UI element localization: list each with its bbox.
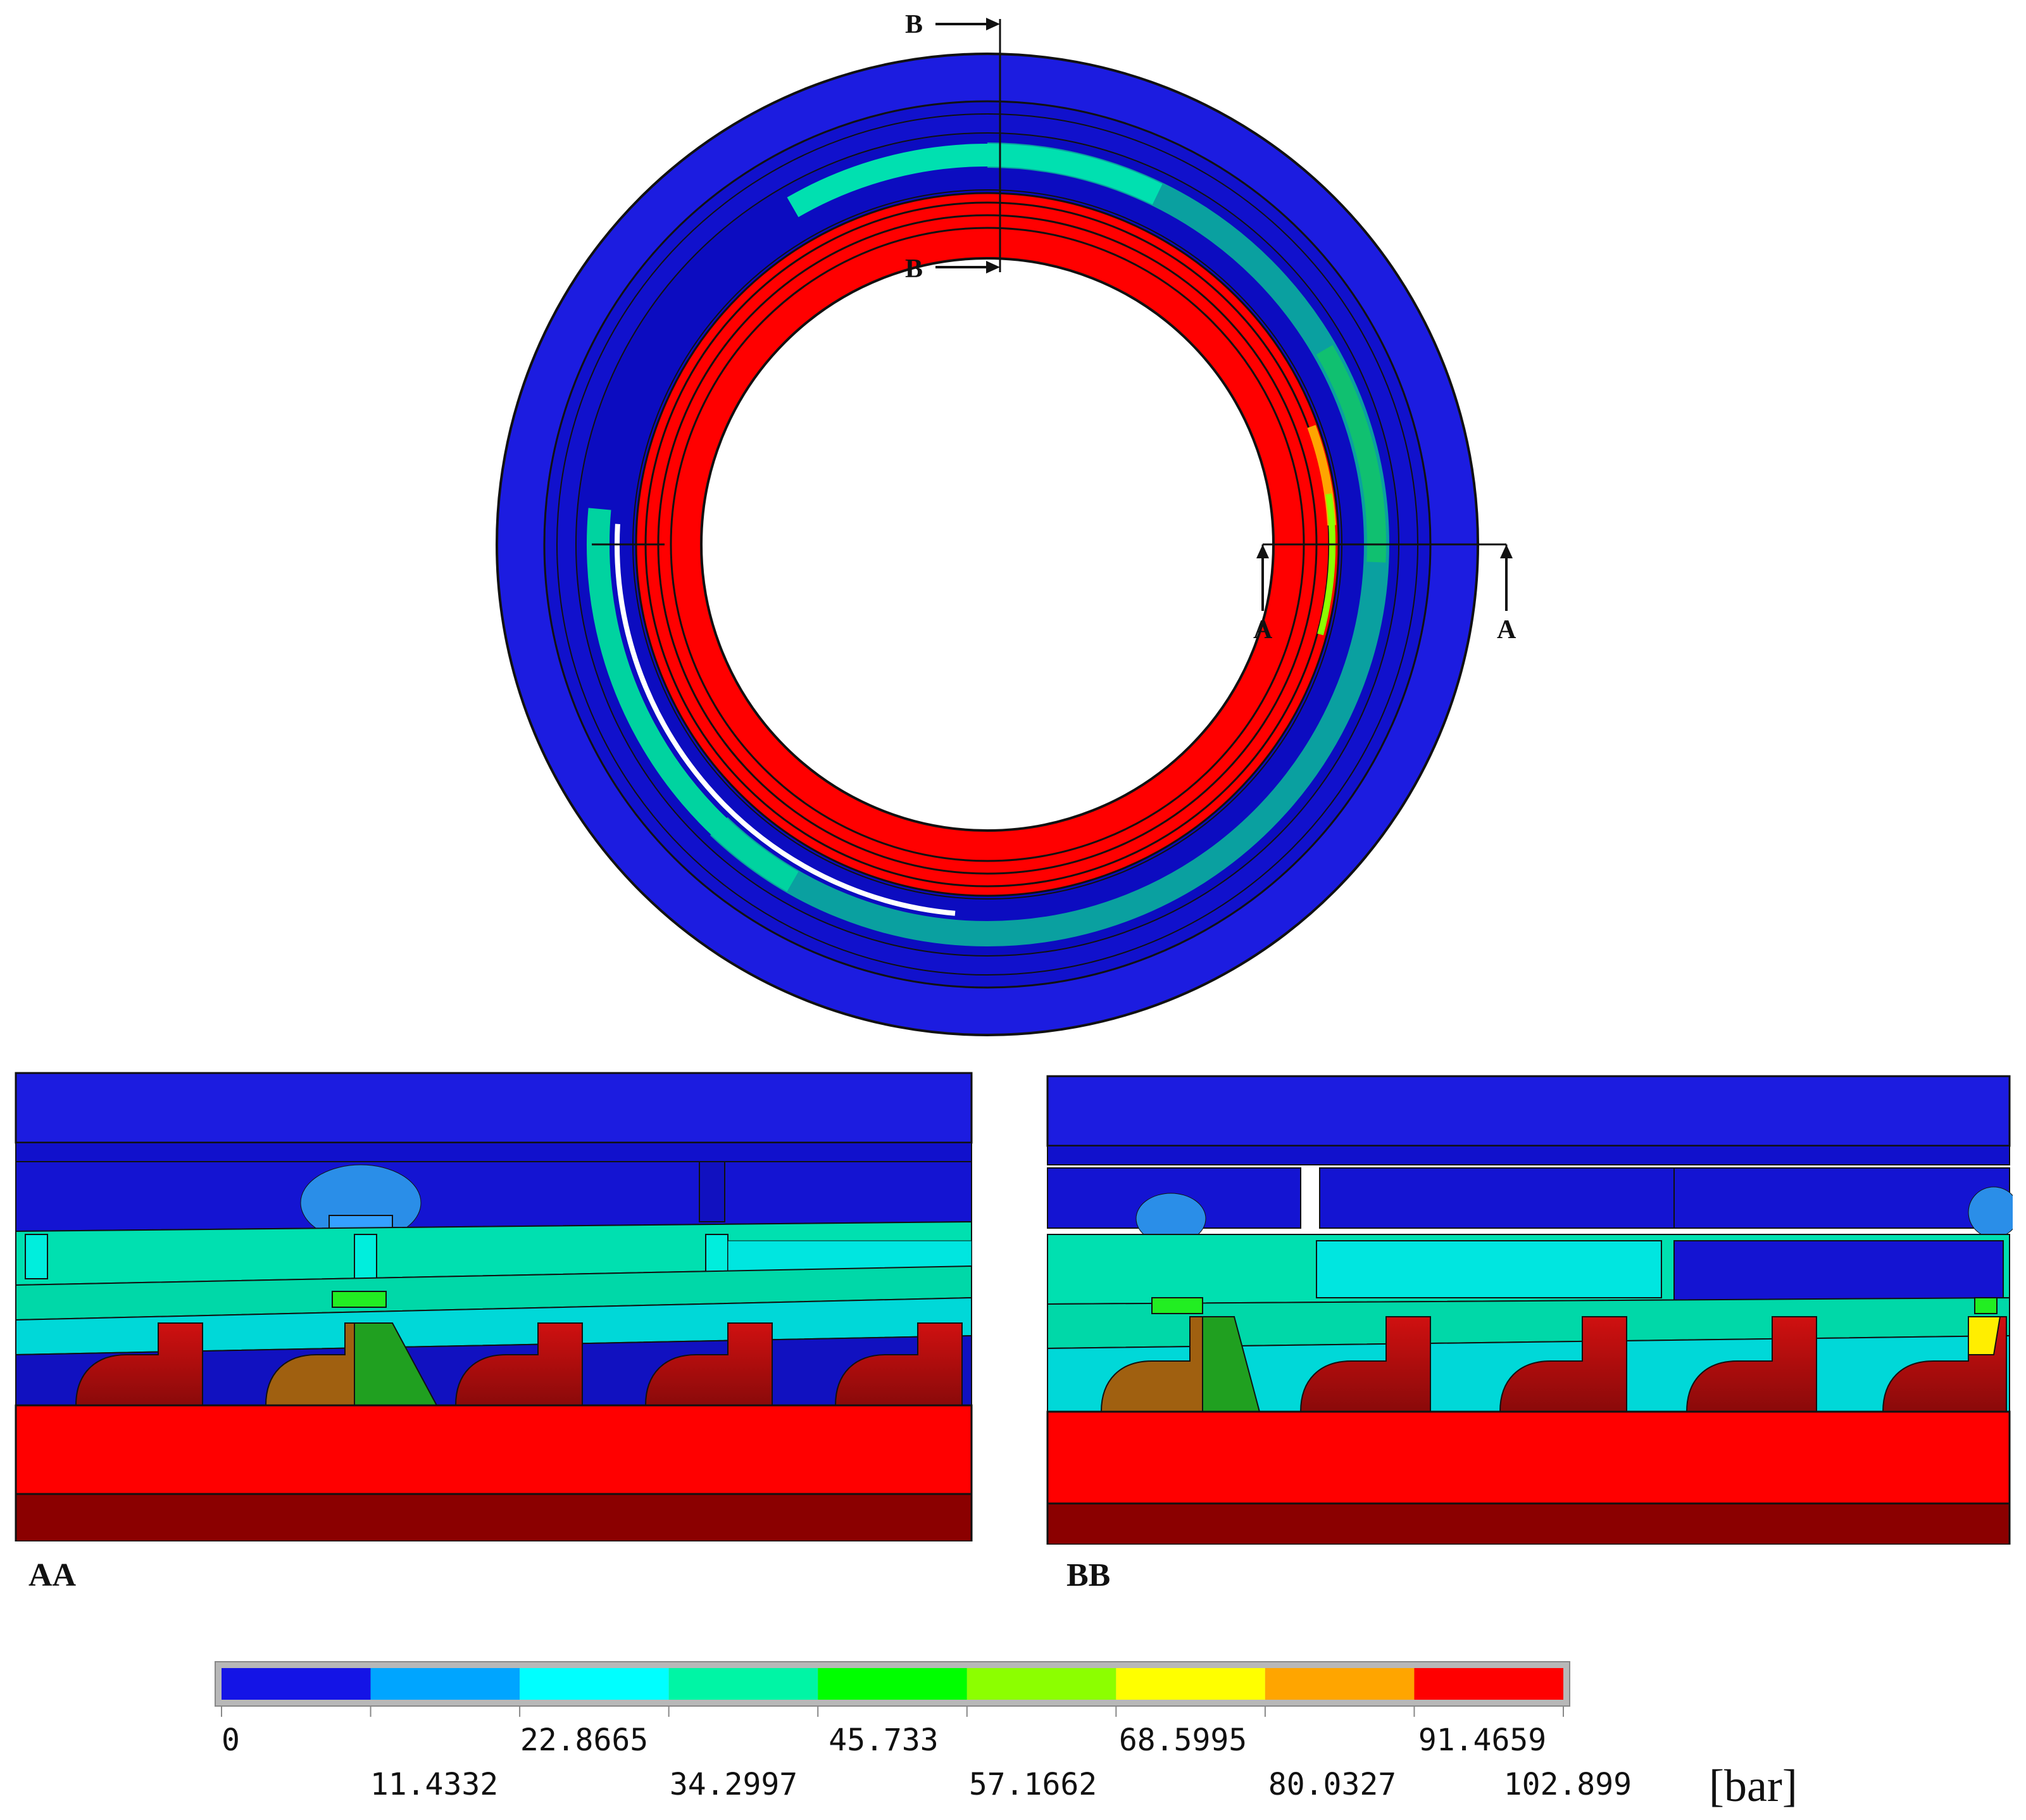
legend-swatch-2 xyxy=(520,1668,669,1700)
legend-unit: [bar] xyxy=(1709,1760,1798,1811)
legend-tick-bottom-1: 34.2997 xyxy=(670,1767,797,1802)
marker-b-top-label: B xyxy=(905,10,923,39)
legend-tick-bottom-2: 57.1662 xyxy=(969,1767,1097,1802)
legend-tick-top-3: 68.5995 xyxy=(1119,1723,1247,1758)
legend-tick-top-4: 91.4659 xyxy=(1418,1723,1546,1758)
legend-swatch-5 xyxy=(966,1668,1116,1700)
legend-swatch-1 xyxy=(370,1668,520,1700)
legend-tick-top-1: 22.8665 xyxy=(520,1723,648,1758)
ring-view xyxy=(496,19,1508,1036)
legend-swatch-4 xyxy=(818,1668,967,1700)
section-marker-b-bottom: B xyxy=(905,254,1000,284)
legend-tick-bottom-3: 80.0327 xyxy=(1268,1767,1396,1802)
aa-teeth xyxy=(75,1322,963,1406)
view-aa-label: AA xyxy=(28,1557,77,1593)
legend-swatch-8 xyxy=(1414,1668,1563,1700)
legend-tick-top-2: 45.733 xyxy=(829,1723,938,1758)
legend-tick-bottom-0: 11.4332 xyxy=(370,1767,498,1802)
marker-a-left-label: A xyxy=(1253,615,1273,644)
legend-swatches xyxy=(222,1668,1563,1700)
section-marker-a-left: A xyxy=(1253,544,1273,644)
section-marker-b-top: B xyxy=(905,10,1000,39)
legend-ticks xyxy=(221,1706,1564,1717)
legend-tick-bottom-4: 102.899 xyxy=(1504,1767,1632,1802)
section-marker-a-right: A xyxy=(1497,544,1516,644)
legend-swatch-3 xyxy=(668,1668,818,1700)
view-bb-label: BB xyxy=(1066,1557,1110,1593)
section-view-bb xyxy=(1046,1075,2013,1545)
legend-tick-top-0: 0 xyxy=(222,1723,240,1758)
legend-swatch-7 xyxy=(1265,1668,1415,1700)
section-view-aa xyxy=(15,1072,973,1541)
legend-swatch-0 xyxy=(222,1668,371,1700)
legend-swatch-6 xyxy=(1116,1668,1265,1700)
bb-teeth xyxy=(1100,1316,2007,1412)
marker-a-right-label: A xyxy=(1497,615,1516,644)
color-legend: 0 22.8665 45.733 68.5995 91.4659 11.4332… xyxy=(215,1661,1798,1811)
marker-b-bottom-label: B xyxy=(905,254,923,284)
